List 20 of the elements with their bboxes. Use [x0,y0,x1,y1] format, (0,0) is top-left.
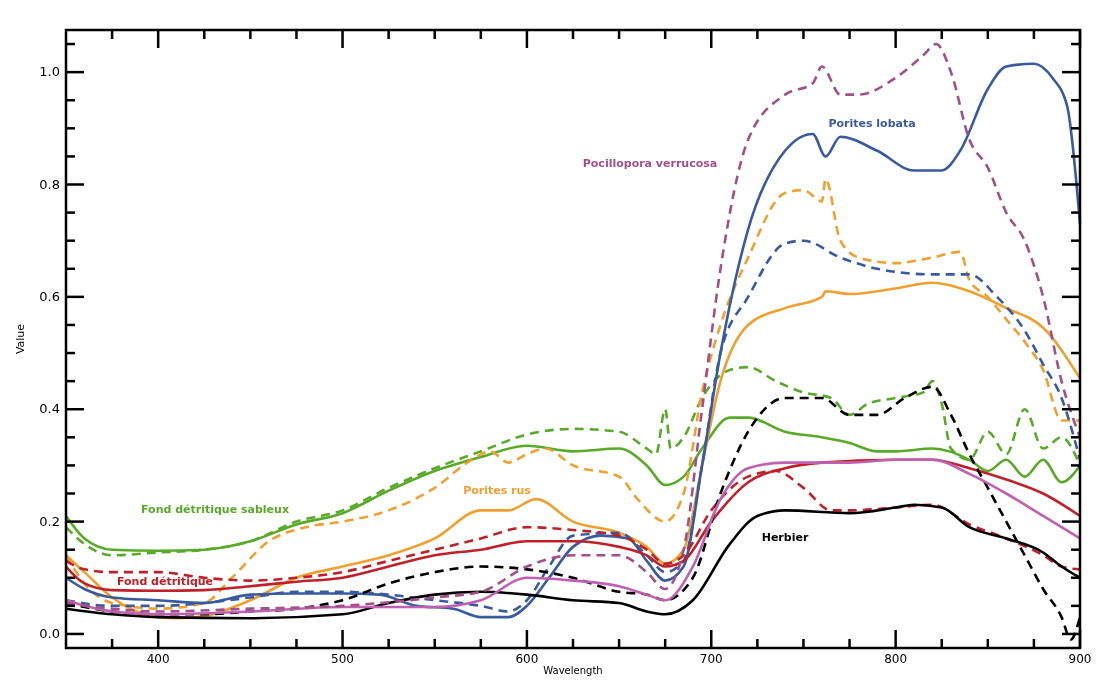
x-tick-label: 900 [1068,652,1092,666]
y-tick-label: 1.0 [39,64,60,80]
y-tick-label: 0.6 [39,288,60,304]
x-tick-label: 700 [699,652,723,666]
y-tick-label: 0.4 [39,401,60,417]
x-tick-label: 500 [331,652,354,666]
y-tick-label: 0.0 [39,625,60,641]
series-label: Porites lobata [828,117,916,130]
series-label: Pocillopora verrucosa [582,157,718,170]
series-label: Porites rus [463,484,532,497]
x-tick-label: 400 [146,652,170,666]
x-axis-title: Wavelength [543,665,603,676]
y-tick-label: 0.8 [39,176,60,192]
y-axis-title: Value [14,323,27,355]
x-tick-label: 600 [515,652,539,666]
series-label: Fond détritique sableux [141,503,289,516]
series-label: Herbier [761,531,809,544]
x-tick-label: 800 [884,652,908,666]
y-tick-label: 0.2 [39,513,60,529]
series-label: Fond détritique [116,575,214,588]
